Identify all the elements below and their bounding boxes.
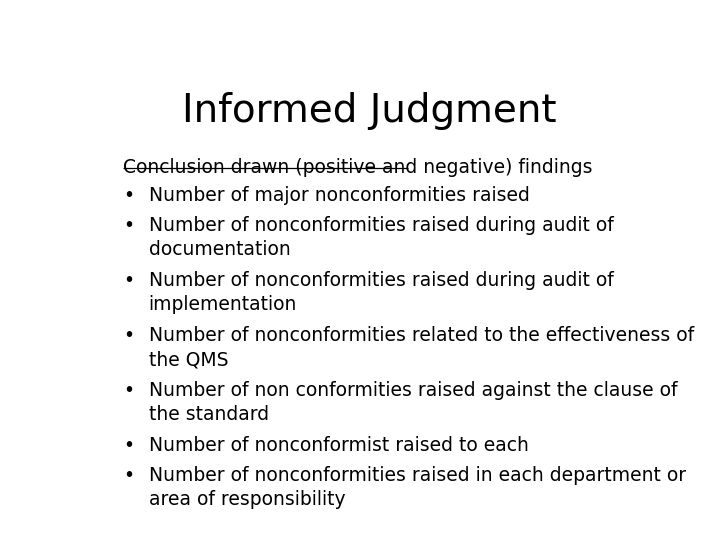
Text: Number of major nonconformities raised: Number of major nonconformities raised xyxy=(148,186,529,205)
Text: Number of nonconformist raised to each: Number of nonconformist raised to each xyxy=(148,436,528,455)
Text: •: • xyxy=(124,216,135,235)
Text: Conclusion drawn (positive and negative) findings: Conclusion drawn (positive and negative)… xyxy=(124,158,593,177)
Text: •: • xyxy=(124,186,135,205)
Text: Number of nonconformities raised in each department or
area of responsibility: Number of nonconformities raised in each… xyxy=(148,465,685,509)
Text: •: • xyxy=(124,436,135,455)
Text: Informed Judgment: Informed Judgment xyxy=(181,92,557,130)
Text: Number of nonconformities raised during audit of
implementation: Number of nonconformities raised during … xyxy=(148,271,613,314)
Text: Number of non conformities raised against the clause of
the standard: Number of non conformities raised agains… xyxy=(148,381,677,424)
Text: •: • xyxy=(124,326,135,345)
Text: •: • xyxy=(124,271,135,290)
Text: Number of nonconformities related to the effectiveness of
the QMS: Number of nonconformities related to the… xyxy=(148,326,693,369)
Text: •: • xyxy=(124,465,135,484)
Text: Number of nonconformities raised during audit of
documentation: Number of nonconformities raised during … xyxy=(148,216,613,259)
Text: •: • xyxy=(124,381,135,400)
